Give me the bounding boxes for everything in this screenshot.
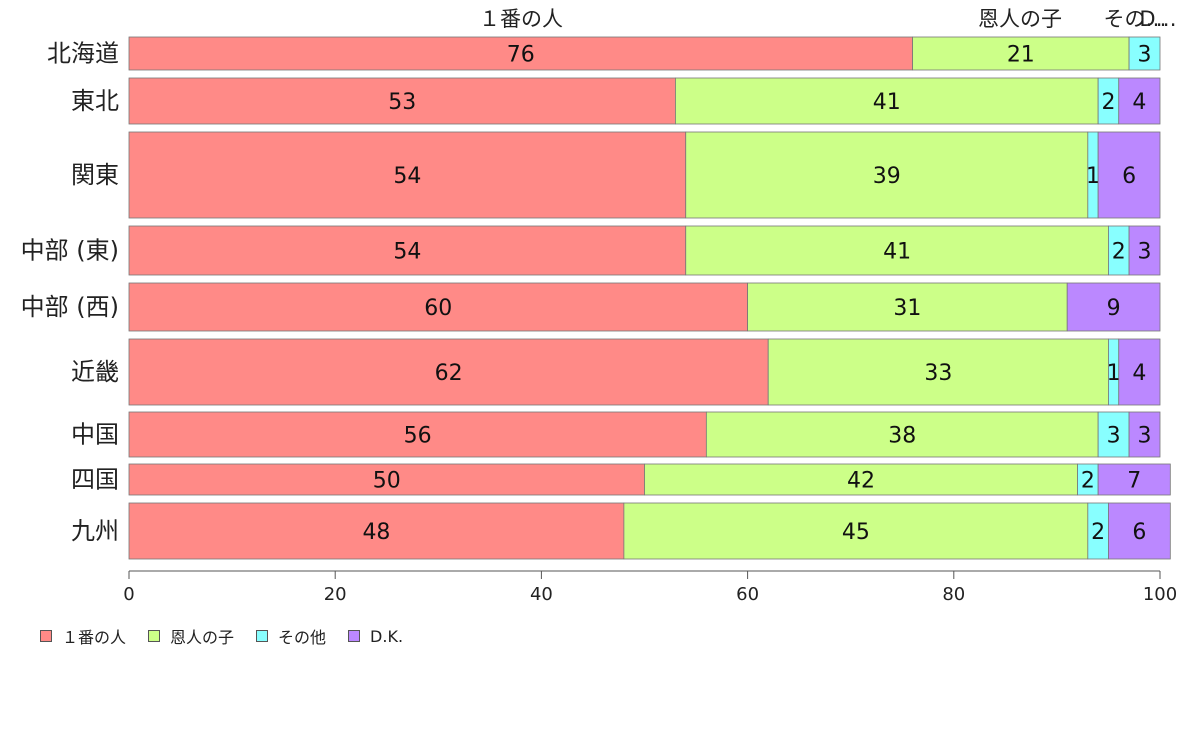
legend: １番の人 恩人の子 その他 D.K. <box>40 624 425 648</box>
x-tick-label: 80 <box>942 584 965 605</box>
category-label: 九州 <box>71 517 119 545</box>
data-label: 1 <box>1107 361 1121 386</box>
legend-swatch <box>256 630 269 642</box>
top-series-label: 恩人の子 <box>978 7 1062 31</box>
data-label: 45 <box>842 520 870 545</box>
bar-segment <box>644 463 1078 496</box>
data-label: 7 <box>1127 469 1141 494</box>
data-label: 33 <box>924 361 952 386</box>
x-tick-label: 40 <box>530 584 553 605</box>
data-label: 9 <box>1107 296 1121 321</box>
bar-segment <box>128 131 687 219</box>
top-series-label: その… <box>1104 7 1167 31</box>
bar-segment <box>128 411 707 458</box>
bar-segment <box>1097 411 1130 458</box>
data-label: 39 <box>873 164 901 189</box>
bar-segment <box>623 502 1089 560</box>
bar-segment <box>767 338 1109 406</box>
bar-segment <box>1128 225 1161 276</box>
bar-segment <box>1108 502 1171 560</box>
bar-segment <box>128 36 913 71</box>
data-label: 2 <box>1101 90 1115 115</box>
bar-segment <box>128 463 645 496</box>
bar-segment <box>747 282 1068 332</box>
top-series-label: １番の人 <box>479 7 563 31</box>
data-label: 42 <box>847 469 875 494</box>
bar-segment <box>128 282 748 332</box>
category-label: 北海道 <box>47 40 119 68</box>
category-label: 中国 <box>71 421 119 449</box>
legend-swatch <box>348 630 361 642</box>
data-label: 6 <box>1132 520 1146 545</box>
data-label: 56 <box>404 424 432 449</box>
data-label: 53 <box>388 90 416 115</box>
data-label: 4 <box>1132 90 1146 115</box>
data-label: 60 <box>424 296 452 321</box>
bar-segment <box>1066 282 1161 332</box>
data-label: 76 <box>507 43 535 68</box>
bar-segment <box>1118 77 1161 125</box>
bar-segment <box>1128 411 1161 458</box>
bar-segment <box>128 502 625 560</box>
top-series-label: D… <box>1139 7 1176 31</box>
category-label: 四国 <box>71 466 119 494</box>
data-label: 54 <box>393 240 421 265</box>
data-label: 2 <box>1081 469 1095 494</box>
bar-segment <box>685 131 1089 219</box>
category-label: 中部 (西) <box>21 293 119 321</box>
legend-item: 恩人の子 <box>148 624 234 648</box>
category-label: 中部 (東) <box>21 237 119 265</box>
legend-item: D.K. <box>348 627 403 646</box>
data-label: 41 <box>873 90 901 115</box>
data-label: 3 <box>1138 240 1152 265</box>
legend-item: その他 <box>256 624 326 648</box>
x-tick-label: 0 <box>123 584 134 605</box>
category-label: 関東 <box>71 161 119 189</box>
bar-segment <box>912 36 1130 71</box>
data-label: 2 <box>1091 520 1105 545</box>
legend-label: 恩人の子 <box>170 628 235 647</box>
legend-label: １番の人 <box>62 628 127 647</box>
chart-plot: １番の人 恩人の子 その…D… 76 21 353 41 2 454 39 1 654 41 2 360 3… <box>21 7 1178 605</box>
category-label: 東北 <box>71 87 119 115</box>
data-label: 2 <box>1112 240 1126 265</box>
bar-segment <box>1128 36 1161 71</box>
x-tick-label: 20 <box>324 584 347 605</box>
data-label: 1 <box>1086 164 1100 189</box>
bar-segment <box>1097 463 1171 496</box>
data-label: 54 <box>393 164 421 189</box>
data-label: 3 <box>1138 424 1152 449</box>
data-label: 62 <box>435 361 463 386</box>
legend-swatch <box>40 630 52 642</box>
data-label: 21 <box>1007 43 1035 68</box>
bar-segment <box>705 411 1099 458</box>
data-label: 6 <box>1122 164 1136 189</box>
bar-segment <box>128 225 687 276</box>
data-label: 38 <box>888 424 916 449</box>
legend-label: D.K. <box>370 626 404 646</box>
x-tick-label: 100 <box>1143 584 1177 605</box>
bar-segment <box>128 77 676 125</box>
bar-segment <box>1097 131 1161 219</box>
data-label: 3 <box>1138 43 1152 68</box>
category-label: 近畿 <box>71 358 119 386</box>
data-label: 3 <box>1107 424 1121 449</box>
bar-segment <box>1118 338 1161 406</box>
bar-segment <box>675 77 1099 125</box>
legend-item: １番の人 <box>40 624 126 648</box>
data-label: 31 <box>893 296 921 321</box>
bar-segment <box>128 338 769 406</box>
data-label: 50 <box>373 469 401 494</box>
data-label: 48 <box>362 520 390 545</box>
data-label: 4 <box>1132 361 1146 386</box>
legend-swatch <box>148 630 161 642</box>
legend-label: その他 <box>278 628 327 647</box>
x-tick-label: 60 <box>736 584 759 605</box>
data-label: 41 <box>883 240 911 265</box>
